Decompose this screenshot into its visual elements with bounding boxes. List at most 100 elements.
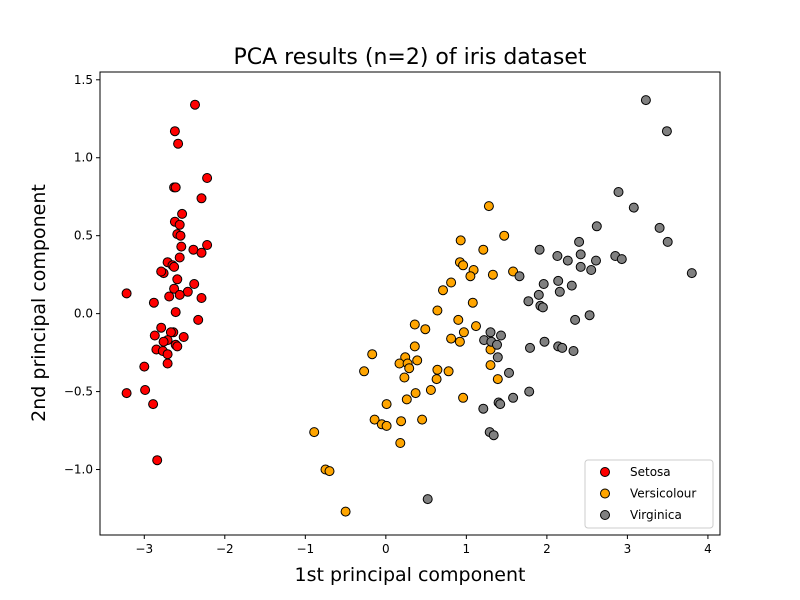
x-tick-label: −1: [296, 542, 314, 556]
data-point-versicolour: [309, 427, 320, 438]
y-tick-label: −0.5: [64, 385, 93, 399]
data-point-setosa: [174, 252, 185, 263]
data-point-versicolour: [399, 372, 410, 383]
data-point-virginica: [591, 255, 601, 266]
data-point-virginica: [554, 286, 565, 297]
data-point-setosa: [162, 358, 173, 369]
legend: Setosa Versicolour Virginica: [584, 459, 714, 529]
data-point-virginica: [574, 236, 585, 247]
data-point-setosa: [169, 261, 180, 272]
data-point-virginica: [591, 221, 602, 232]
data-point-virginica: [492, 352, 503, 363]
data-point-versicolour: [369, 414, 380, 425]
data-point-virginica: [575, 261, 586, 272]
data-point-virginica: [616, 254, 627, 265]
x-tick-label: 2: [543, 542, 551, 556]
data-point-setosa: [172, 341, 183, 352]
x-axis-ticks: −3 −2 −1 0 1 2 3 4: [135, 535, 712, 556]
data-point-versicolour: [438, 285, 448, 296]
data-point-versicolour: [409, 319, 420, 330]
legend-marker-setosa: [600, 467, 610, 477]
data-point-virginica: [570, 314, 581, 325]
data-point-setosa: [152, 455, 163, 466]
data-point-setosa: [121, 288, 132, 299]
data-point-virginica: [534, 244, 545, 255]
data-point-virginica: [613, 187, 624, 197]
data-point-setosa: [196, 293, 207, 303]
data-point-versicolour: [465, 271, 476, 282]
data-point-versicolour: [395, 438, 406, 448]
data-point-setosa: [121, 388, 132, 399]
x-tick-label: 3: [624, 542, 632, 556]
data-point-virginica: [686, 268, 697, 279]
data-point-setosa: [164, 291, 175, 302]
data-point-setosa: [149, 330, 160, 341]
legend-box: [584, 459, 714, 529]
data-point-virginica: [661, 126, 672, 137]
data-point-virginica: [524, 386, 535, 397]
data-point-versicolour: [467, 297, 478, 308]
series-versicolour: [309, 201, 519, 517]
data-point-versicolour: [381, 399, 392, 410]
data-point-virginica: [514, 271, 525, 282]
data-point-virginica: [568, 346, 579, 356]
data-point-setosa: [193, 314, 204, 325]
data-point-versicolour: [340, 506, 351, 517]
data-point-virginica: [537, 302, 548, 313]
y-axis-label: 2nd principal component: [28, 184, 50, 422]
data-point-versicolour: [443, 366, 454, 377]
data-point-virginica: [640, 95, 651, 106]
series-setosa: [121, 99, 213, 466]
data-point-virginica: [485, 327, 496, 338]
data-point-versicolour: [410, 388, 421, 399]
data-point-virginica: [422, 494, 433, 505]
data-point-virginica: [552, 251, 563, 261]
legend-marker-virginica: [600, 510, 610, 520]
y-tick-label: −1.0: [64, 463, 93, 477]
data-point-setosa: [174, 219, 185, 230]
data-point-setosa: [162, 349, 173, 360]
data-point-setosa: [172, 274, 183, 285]
data-point-virginica: [557, 342, 568, 353]
data-point-setosa: [190, 99, 200, 110]
y-tick-label: 0.0: [74, 307, 93, 321]
data-point-versicolour: [446, 277, 457, 288]
data-point-virginica: [539, 336, 550, 347]
data-point-setosa: [158, 336, 169, 347]
data-point-virginica: [492, 339, 502, 350]
data-point-virginica: [553, 275, 564, 286]
x-tick-label: −2: [216, 542, 234, 556]
data-point-versicolour: [499, 230, 510, 241]
data-point-virginica: [496, 330, 506, 341]
data-point-virginica: [523, 296, 534, 307]
data-point-versicolour: [417, 414, 428, 425]
series-virginica: [422, 95, 697, 505]
data-point-versicolour: [453, 314, 464, 325]
data-point-versicolour: [412, 355, 423, 366]
data-point-setosa: [170, 307, 181, 318]
data-point-virginica: [654, 222, 665, 233]
data-point-virginica: [662, 236, 673, 247]
data-point-setosa: [177, 208, 188, 219]
data-point-virginica: [584, 310, 595, 321]
axes-frame: [99, 71, 721, 536]
data-point-versicolour: [446, 333, 457, 344]
data-point-versicolour: [458, 327, 469, 338]
data-point-versicolour: [420, 324, 431, 335]
data-point-setosa: [148, 399, 159, 410]
legend-label-versicolour: Versicolour: [630, 487, 696, 501]
data-point-virginica: [478, 403, 489, 414]
data-point-versicolour: [432, 305, 443, 316]
y-tick-label: 1.0: [74, 151, 93, 165]
data-point-setosa: [169, 126, 180, 137]
data-point-virginica: [533, 289, 544, 300]
data-point-versicolour: [471, 321, 481, 332]
data-point-versicolour: [458, 260, 469, 271]
data-point-virginica: [508, 392, 519, 403]
data-point-versicolour: [381, 420, 392, 431]
data-point-versicolour: [455, 235, 466, 246]
data-point-versicolour: [478, 244, 489, 255]
data-point-versicolour: [359, 366, 370, 377]
plot-area: [121, 95, 697, 517]
data-point-virginica: [504, 367, 514, 378]
